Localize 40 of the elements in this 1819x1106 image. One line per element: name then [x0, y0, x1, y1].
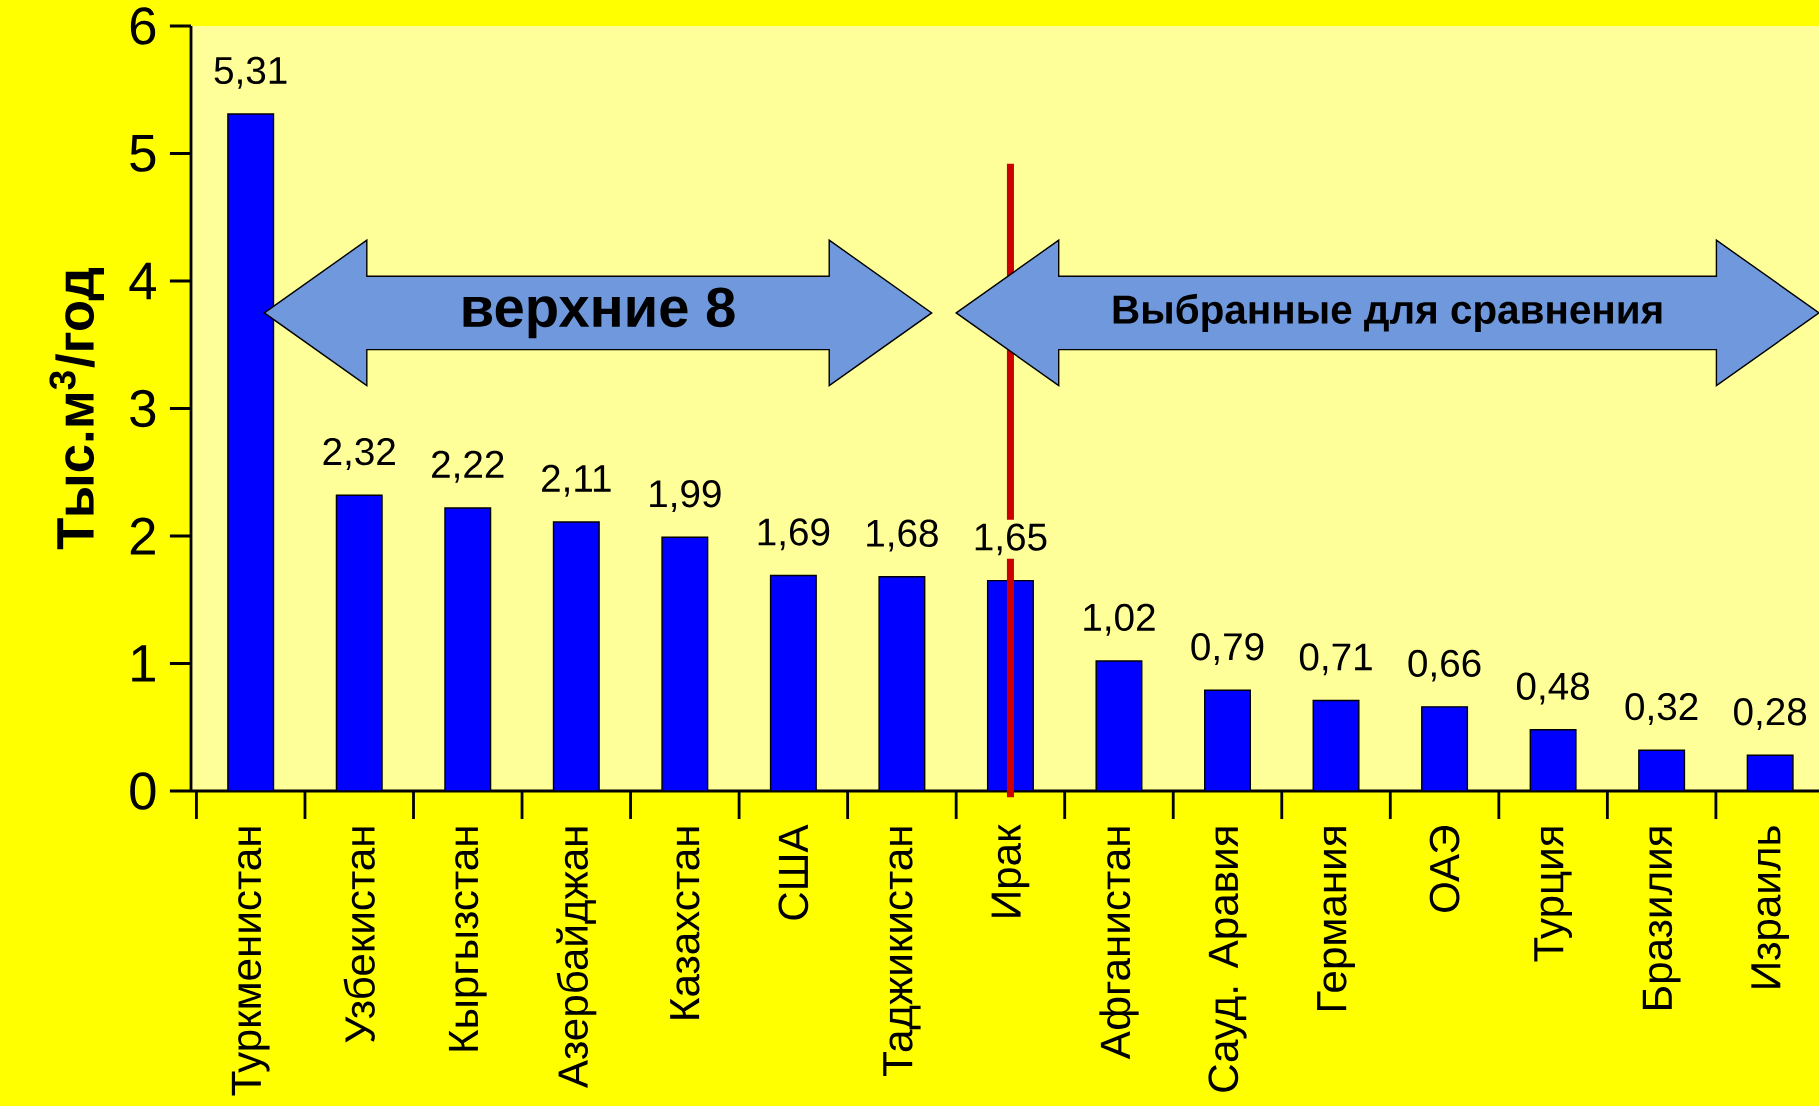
- y-tick-label: 2: [130, 517, 155, 555]
- x-tick-label: Узбекистан: [343, 827, 375, 1043]
- x-tick-label: Германия: [1317, 827, 1355, 1011]
- x-tick-label: Израиль: [1751, 826, 1790, 988]
- annotation: Выбранные для сравнения: [1113, 293, 1662, 332]
- y-tick-label: 5: [130, 135, 156, 172]
- y-tick-label: 1: [132, 645, 155, 682]
- y-tick-label: 0: [130, 772, 156, 810]
- data-label: 1,02: [1084, 603, 1155, 636]
- x-tick-label: Афганистан: [1099, 827, 1139, 1060]
- data-label: 0,71: [1299, 643, 1372, 676]
- x-tick-label: Турция: [1534, 827, 1572, 962]
- x-tick-label: Бразилия: [1642, 827, 1681, 1010]
- data-label: 1,68: [867, 519, 938, 552]
- x-tick-label: США: [778, 824, 809, 920]
- data-label: 0,48: [1516, 672, 1590, 705]
- x-tick-label: Азербайджан: [556, 827, 597, 1089]
- data-label: 2,22: [432, 450, 504, 483]
- x-tick-label: Туркменистан: [231, 827, 270, 1096]
- data-label: 0,66: [1408, 649, 1481, 682]
- data-label: 1,69: [758, 518, 830, 551]
- y-tick-label: 6: [130, 7, 156, 45]
- y-axis-title: Тыс.м$^{3}$/год: [49, 268, 105, 550]
- data-label: 1,99: [650, 480, 721, 512]
- y-tick-label: 3: [130, 389, 156, 428]
- x-tick-label: ОАЭ: [1429, 825, 1460, 912]
- data-label: 2,32: [323, 437, 395, 470]
- data-label: 0,28: [1734, 698, 1807, 730]
- x-tick-label: Казахстан: [670, 827, 700, 1019]
- data-label: 2,11: [542, 464, 611, 497]
- x-tick-label: Ирак: [991, 824, 1030, 917]
- y-tick-label: 4: [129, 262, 156, 300]
- data-label: 5,31: [214, 56, 287, 89]
- x-tick-label: Кыргызстан: [448, 827, 487, 1051]
- annotation: верхние 8: [463, 287, 735, 339]
- x-tick-label: Таджикистан: [883, 827, 921, 1076]
- data-label: 1,65: [975, 523, 1047, 556]
- data-label: 0,32: [1625, 692, 1698, 725]
- x-tick-label: Сауд. Аравия: [1208, 827, 1247, 1092]
- data-label: 0,79: [1191, 633, 1264, 665]
